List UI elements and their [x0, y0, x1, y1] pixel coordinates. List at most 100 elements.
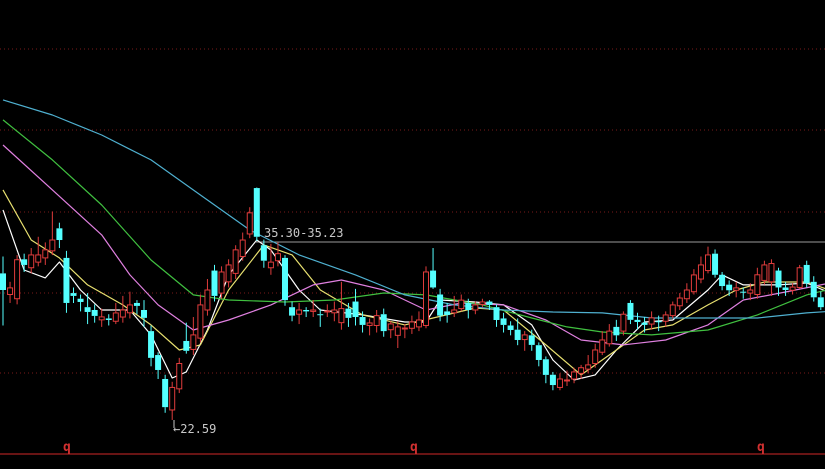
- candle-body: [535, 345, 542, 360]
- candle: [394, 321, 401, 349]
- candle: [253, 187, 260, 241]
- candle-body: [479, 301, 486, 305]
- candle: [84, 293, 91, 325]
- candle-body: [627, 302, 634, 320]
- high-level-label: 35.30-35.23: [264, 226, 343, 240]
- candle-body: [331, 309, 338, 314]
- candle-body: [204, 289, 211, 311]
- candle-body: [768, 263, 775, 283]
- candle-body: [401, 327, 408, 330]
- candle: [599, 331, 606, 356]
- candle-body: [634, 319, 641, 322]
- candle-body: [133, 302, 140, 306]
- candle-body: [719, 274, 726, 287]
- candle: [42, 242, 49, 265]
- candle-body: [338, 308, 345, 324]
- candle: [105, 314, 112, 326]
- candle-body: [564, 379, 570, 382]
- candle: [634, 312, 641, 330]
- candle: [49, 211, 56, 256]
- candle: [190, 317, 197, 356]
- candle: [451, 295, 458, 318]
- candle: [465, 298, 472, 319]
- candle-body: [578, 367, 585, 374]
- candle: [218, 266, 225, 299]
- candle: [782, 281, 789, 296]
- candle-body: [789, 286, 796, 291]
- candle: [697, 256, 704, 284]
- candle: [112, 302, 119, 325]
- candle-body: [282, 257, 288, 301]
- candle: [514, 318, 521, 346]
- candle-body: [528, 335, 535, 345]
- candle: [232, 245, 239, 280]
- candle: [387, 321, 394, 339]
- candle-body: [49, 239, 56, 252]
- candle-body: [190, 334, 197, 350]
- candle-body: [296, 309, 303, 315]
- candle: [521, 331, 528, 351]
- candle: [430, 248, 437, 289]
- candle: [437, 288, 444, 322]
- candle: [747, 283, 754, 301]
- candle: [141, 300, 147, 327]
- candle: [542, 356, 549, 384]
- candle: [274, 242, 281, 267]
- candle: [169, 381, 176, 420]
- candle-body: [423, 271, 429, 326]
- moving-average-line: [2, 119, 825, 336]
- candle-body: [218, 271, 225, 294]
- candle-body: [162, 378, 169, 408]
- candle-body: [747, 289, 754, 294]
- candle-body: [91, 309, 98, 316]
- candle-body: [119, 309, 126, 318]
- candle: [627, 300, 634, 325]
- candle-body: [782, 287, 789, 290]
- candle-body: [726, 284, 733, 291]
- candle-body: [98, 316, 105, 321]
- candle: [796, 264, 803, 289]
- candle: [380, 308, 387, 337]
- candle: [564, 370, 570, 387]
- candle: [705, 246, 711, 274]
- candle: [754, 267, 761, 299]
- candle: [712, 249, 719, 278]
- candle-body: [232, 249, 239, 274]
- candle: [56, 222, 63, 249]
- candle-body: [690, 274, 697, 293]
- candle-body: [0, 273, 6, 290]
- candle-body: [775, 270, 782, 288]
- candle: [458, 294, 465, 312]
- candle: [507, 321, 514, 336]
- candle: [648, 311, 655, 330]
- candle-body: [486, 301, 493, 305]
- candle: [119, 295, 126, 323]
- candle: [35, 236, 42, 267]
- candle-body: [521, 334, 528, 341]
- candle-body: [169, 386, 176, 411]
- candle: [733, 281, 740, 298]
- candle-body: [705, 254, 711, 272]
- period-marker: q: [410, 440, 418, 455]
- candle-body: [155, 355, 162, 370]
- candle-body: [14, 259, 21, 300]
- candle-body: [373, 315, 380, 326]
- candle-body: [303, 309, 310, 312]
- candle-body: [141, 309, 147, 318]
- candle-body: [817, 297, 824, 308]
- candle-body: [585, 364, 592, 370]
- candle: [211, 264, 218, 302]
- candle-body: [246, 212, 253, 235]
- candle-body: [42, 249, 49, 259]
- candle: [676, 293, 683, 310]
- candle-body: [754, 274, 761, 296]
- candle-body: [796, 267, 803, 288]
- candle: [571, 367, 578, 384]
- candle: [246, 207, 253, 239]
- candle-body: [697, 264, 704, 280]
- candle-body: [507, 325, 514, 330]
- candle-body: [613, 326, 620, 336]
- candle-body: [387, 323, 394, 331]
- candle: [155, 352, 162, 379]
